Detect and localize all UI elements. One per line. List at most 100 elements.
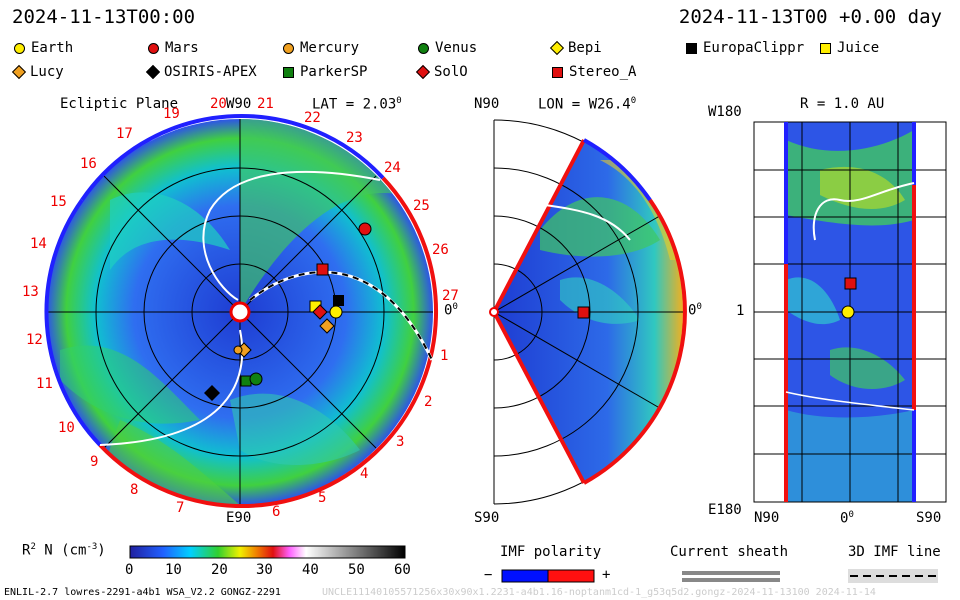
radius-bottom-label: E180 [708,502,742,518]
meridional-edge-south [492,311,586,484]
imf-line-title: 3D IMF line [848,544,941,560]
carrington-label: 6 [272,504,281,520]
spacecraft-legend: Earth Mars Mercury Venus Bepi EuropaClip… [0,38,960,84]
colorbar-tick: 10 [165,562,182,578]
mercury-marker [233,345,243,355]
carrington-label: 23 [346,130,363,146]
current-sheath-key [682,571,780,575]
radius-title: R = 1.0 AU [800,96,885,112]
timestamp: 2024-11-13T00:00 [12,6,196,28]
solo-marker [312,304,328,320]
meridional-plane-plot [489,119,687,505]
meridional-edge-north [492,139,586,313]
meridional-top-label: N90 [474,96,500,112]
lucy-marker [319,318,335,334]
legend-juice: Juice [820,40,879,56]
carrington-label: 10 [58,420,75,436]
legend-venus: Venus [418,40,477,56]
radius-xlabel: 00 [840,510,854,527]
colorbar-tick: 30 [256,562,273,578]
europaclipper-marker [333,295,344,306]
carrington-label: 14 [30,236,47,252]
radius-xlabel: N90 [754,510,780,526]
carrington-label: 16 [80,156,97,172]
meridional-longitude: LON = W26.40 [538,96,637,113]
density-colorbar [129,545,406,559]
legend-parkersp: ParkerSP [283,64,367,80]
meridional-stereo-a-marker [577,306,590,319]
venus-marker-icon [418,42,429,54]
carrington-label: 2 [424,394,433,410]
legend-stereo-a: Stereo_A [552,64,636,80]
legend-osiris-apex: OSIRIS-APEX [145,64,257,80]
carrington-label: 1 [440,348,449,364]
carrington-label: 5 [318,490,327,506]
ecliptic-bottom-label: E90 [226,510,252,526]
parkersp-marker-icon [283,66,294,78]
mars-marker-icon [148,42,159,54]
imf-polarity-title: IMF polarity [500,544,602,560]
meridional-bottom-label: S90 [474,510,500,526]
current-sheath-line [202,170,381,301]
carrington-label: 7 [176,500,185,516]
radius-left-label: 1 [736,303,745,319]
carrington-label: 13 [22,284,39,300]
europaclipper-marker-icon [686,42,697,54]
legend-lucy: Lucy [11,64,64,80]
carrington-label: 24 [384,160,401,176]
legend-solo: SolO [415,64,468,80]
time-offset: 2024-11-13T00 +0.00 day [678,6,942,28]
carrington-label: 4 [360,466,369,482]
current-sheath-title: Current sheath [670,544,789,560]
imf-negative-swatch [501,569,549,583]
colorbar-label: R2 N (cm-3) [22,542,106,559]
osiris-apex-marker [204,385,220,401]
ecliptic-latitude: LAT = 2.030 [312,96,402,113]
mercury-marker-icon [283,42,294,54]
legend-bepi: Bepi [549,40,602,56]
carrington-label: 25 [413,198,430,214]
earth-marker-icon [14,42,25,54]
ecliptic-right-label: 00 [444,302,458,319]
stereo-a-marker-icon [552,66,563,78]
ecliptic-title: Ecliptic Plane [60,96,179,112]
radius-stereo-a-marker [844,277,857,290]
colorbar-tick: 0 [125,562,134,578]
juice-marker-icon [820,42,831,54]
carrington-label: 27 [442,288,459,304]
imf-rim-positive [98,176,439,509]
meridional-right-label: 00 [688,302,702,319]
carrington-label: 22 [304,110,321,126]
radius-earth-marker [841,305,855,319]
radius-current-sheath [812,182,915,241]
carrington-label: 9 [90,454,99,470]
radius-top-label: W180 [708,104,742,120]
radius-plot [753,121,947,503]
carrington-label: 26 [432,242,449,258]
legend-earth: Earth [14,40,73,56]
mars-marker [358,222,372,236]
radius-xlabel: S90 [916,510,942,526]
meridional-current-sheath [544,204,631,241]
carrington-label: 15 [50,194,67,210]
imf-plus-label: + [602,567,611,583]
carrington-label: 20 [210,96,227,112]
parkersp-marker [240,375,252,387]
carrington-label: 8 [130,482,139,498]
earth-marker [329,305,343,319]
carrington-label: 21 [257,96,274,112]
carrington-label: 17 [116,126,133,142]
carrington-label: 3 [396,434,405,450]
colorbar-tick: 40 [302,562,319,578]
carrington-label: 12 [26,332,43,348]
colorbar-tick: 50 [348,562,365,578]
carrington-label: 19 [163,106,180,122]
legend-mercury: Mercury [283,40,359,56]
carrington-label: 11 [36,376,53,392]
legend-mars: Mars [148,40,199,56]
stereo-a-marker [316,263,329,276]
run-info: UNCLE11140105571256x30x90x1.2231-a4b1.16… [322,587,876,598]
colorbar-tick: 60 [394,562,411,578]
sun-icon [229,301,251,323]
